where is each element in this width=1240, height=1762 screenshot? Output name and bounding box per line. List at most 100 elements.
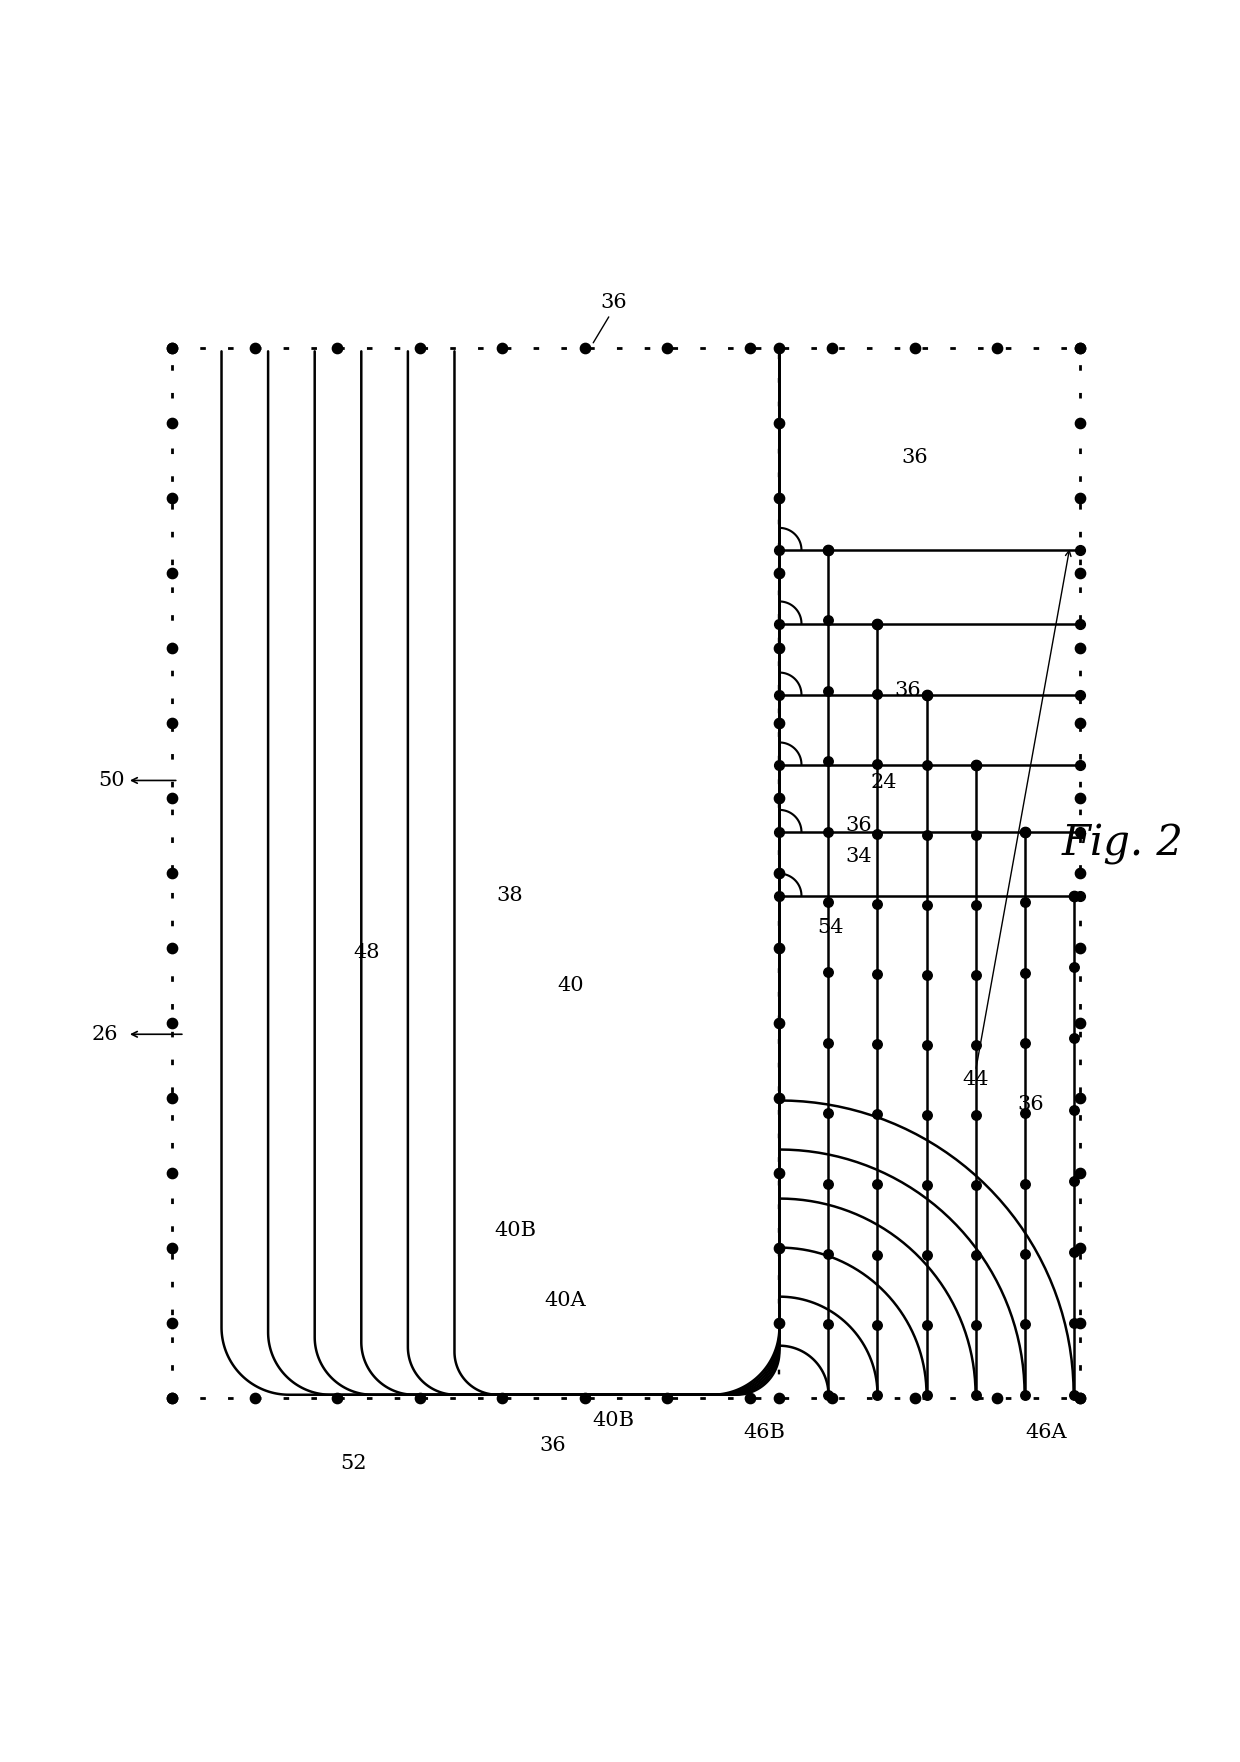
Point [818,959,838,987]
Point [1070,333,1090,361]
Point [770,680,790,708]
Point [162,409,182,437]
Point [1014,1311,1034,1339]
Point [822,333,842,361]
Point [868,610,888,638]
Text: 38: 38 [496,886,523,906]
Point [327,1385,347,1413]
Point [966,1240,986,1269]
Point [1070,610,1090,638]
Point [162,1385,182,1413]
Point [327,333,347,361]
Point [770,1084,790,1112]
Point [1070,1385,1090,1413]
Point [162,858,182,886]
Point [1070,536,1090,564]
Point [916,1240,936,1269]
Point [770,483,790,511]
Point [1064,953,1084,981]
Point [770,559,790,587]
Point [868,1311,888,1339]
Point [966,1170,986,1198]
Point [818,888,838,916]
Point [987,1385,1007,1413]
Text: 26: 26 [92,1025,118,1043]
Text: 36: 36 [895,682,921,701]
Point [162,1309,182,1337]
Point [1070,1385,1090,1413]
Point [916,680,936,708]
Point [740,1385,760,1413]
Point [868,1170,888,1198]
Point [916,1101,936,1129]
Point [868,1381,888,1410]
Point [770,1010,790,1038]
Point [868,749,888,777]
Text: 50: 50 [98,772,124,789]
Point [770,536,790,564]
Text: 36: 36 [600,292,627,312]
Point [1070,333,1090,361]
Point [966,960,986,988]
Point [1064,881,1084,909]
Point [818,1381,838,1410]
Text: 40A: 40A [544,1292,585,1309]
Point [1070,680,1090,708]
Point [770,333,790,361]
Point [410,333,430,361]
Point [1064,881,1084,909]
Point [162,1159,182,1188]
Point [1070,1233,1090,1262]
Text: 44: 44 [962,1070,988,1089]
Point [657,333,677,361]
Point [966,890,986,918]
Point [770,634,790,663]
Point [916,751,936,779]
Text: 34: 34 [846,848,873,865]
Text: 36: 36 [539,1436,565,1454]
Text: 40: 40 [558,976,584,996]
Point [410,1385,430,1413]
Text: 46A: 46A [1025,1424,1068,1443]
Point [905,1385,925,1413]
Point [770,1385,790,1413]
Point [818,1170,838,1198]
Point [1070,1159,1090,1188]
Point [162,1233,182,1262]
Point [966,821,986,849]
Point [1064,1381,1084,1410]
Point [868,819,888,848]
Point [162,559,182,587]
Point [1070,751,1090,779]
Point [916,1031,936,1059]
Point [1070,1084,1090,1112]
Point [770,1309,790,1337]
Point [246,333,265,361]
Point [770,1159,790,1188]
Point [1070,784,1090,812]
Point [868,960,888,988]
Text: 46B: 46B [744,1424,786,1443]
Point [818,606,838,634]
Point [966,1381,986,1410]
Point [162,1010,182,1038]
Point [492,1385,512,1413]
Point [162,333,182,361]
Point [966,1031,986,1059]
Point [868,610,888,638]
Point [575,1385,595,1413]
Point [1064,1239,1084,1267]
Point [818,536,838,564]
Point [162,708,182,737]
Point [657,1385,677,1413]
Point [770,858,790,886]
Point [1070,858,1090,886]
Point [868,680,888,708]
Point [818,536,838,564]
Point [770,610,790,638]
Point [822,1385,842,1413]
Point [1014,818,1034,846]
Point [1070,818,1090,846]
Point [1070,634,1090,663]
Point [1014,888,1034,916]
